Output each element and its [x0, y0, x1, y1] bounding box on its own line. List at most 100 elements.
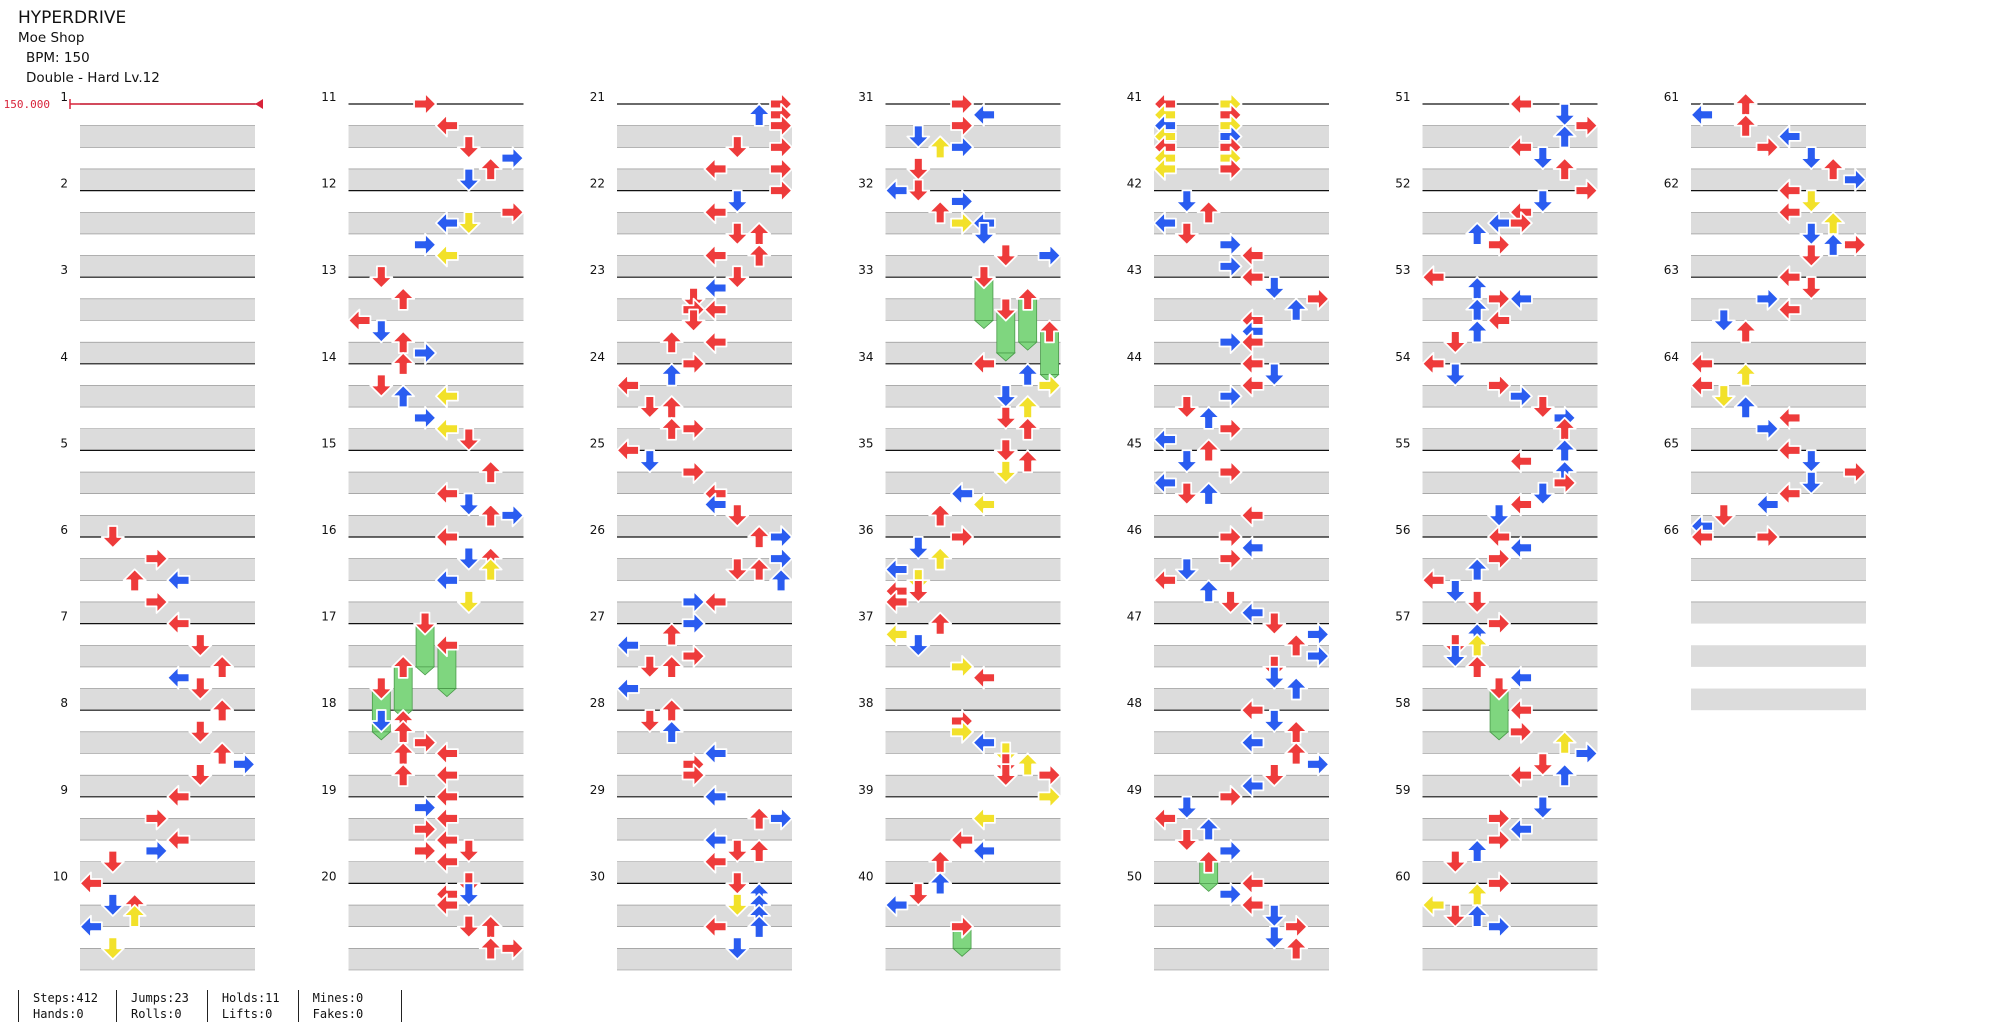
measure-number: 16: [321, 523, 336, 537]
beat-shade: [885, 905, 1061, 927]
beat-shade: [617, 125, 792, 148]
note-left-arrow-red: [1777, 438, 1802, 463]
note-left-arrow-blue: [703, 276, 728, 300]
beat-shade: [80, 298, 255, 321]
note-down-arrow-red: [456, 135, 481, 160]
beat-shade: [80, 905, 255, 927]
right-arrow-icon: [1218, 460, 1243, 484]
left-arrow-icon: [950, 481, 974, 506]
note-down-arrow-blue: [369, 319, 394, 344]
note-right-arrow-red: [1218, 460, 1243, 484]
note-down-arrow-blue: [725, 936, 750, 961]
note-up-arrow-blue: [1196, 406, 1221, 430]
note-right-arrow-red: [1487, 871, 1511, 896]
measure-number: 9: [60, 783, 68, 797]
up-arrow-icon: [478, 157, 503, 181]
right-arrow-icon: [1487, 546, 1511, 571]
measure-number: 50: [1127, 869, 1142, 883]
note-left-arrow-red: [1777, 297, 1802, 322]
right-arrow-icon: [769, 178, 793, 203]
measure-17: 17: [321, 610, 524, 711]
bpm-marker-value: 150.000: [4, 98, 50, 111]
left-arrow-icon: [435, 893, 459, 917]
note-left-arrow-blue: [703, 784, 728, 809]
note-left-arrow-red: [79, 871, 103, 896]
note-down-arrow-blue: [1711, 308, 1736, 333]
note-up-arrow-blue: [1821, 232, 1846, 257]
left-arrow-icon: [703, 157, 728, 181]
note-right-arrow-red: [1218, 784, 1243, 809]
note-up-arrow-red: [391, 351, 416, 376]
down-arrow-icon: [1174, 481, 1199, 506]
down-arrow-icon: [456, 427, 481, 452]
note-down-arrow-blue: [1262, 362, 1287, 387]
left-arrow-icon: [703, 784, 728, 809]
up-arrow-icon: [928, 546, 953, 571]
note-down-arrow-red: [369, 373, 394, 398]
beat-shade: [1154, 168, 1329, 191]
left-arrow-icon: [950, 828, 974, 852]
right-arrow-icon: [1843, 232, 1867, 257]
beat-shade: [348, 558, 524, 581]
up-arrow-icon: [210, 698, 235, 723]
measure-22: 22: [590, 177, 792, 278]
left-arrow-icon: [1777, 200, 1802, 225]
beat-shade: [617, 472, 792, 494]
down-arrow-icon: [725, 189, 750, 214]
note-left-arrow-red: [435, 113, 459, 138]
note-right-arrow-blue: [413, 406, 437, 430]
measure-number: 20: [321, 869, 336, 883]
right-arrow-icon: [1574, 741, 1599, 766]
left-arrow-icon: [1153, 211, 1177, 235]
up-arrow-icon: [1037, 319, 1062, 344]
measure-35: 35: [858, 436, 1061, 537]
note-left-arrow-blue: [1240, 730, 1265, 755]
left-arrow-icon: [1240, 373, 1265, 398]
note-down-arrow-red: [725, 557, 750, 582]
left-arrow-icon: [884, 622, 909, 647]
note-down-arrow-yellow: [1799, 189, 1824, 214]
measure-7: 7: [60, 610, 255, 711]
note-up-arrow-red: [1015, 416, 1040, 441]
right-arrow-icon: [1552, 470, 1577, 495]
note-up-arrow-blue: [659, 719, 684, 744]
note-left-arrow-red: [435, 481, 459, 506]
note-right-arrow-blue: [1574, 741, 1599, 766]
beat-shade: [1422, 255, 1598, 278]
right-arrow-icon: [144, 839, 169, 863]
measure-number: 29: [590, 783, 605, 797]
beat-shade: [885, 342, 1061, 364]
measure-10: 10: [53, 869, 255, 971]
hold-tail: [995, 352, 1016, 362]
left-arrow-icon: [435, 525, 459, 549]
measure-9: 9: [60, 783, 255, 884]
note-up-arrow-yellow: [928, 546, 953, 571]
beat-shade: [80, 645, 255, 667]
down-arrow-icon: [1552, 102, 1577, 127]
note-up-arrow-red: [1465, 655, 1490, 679]
measure-number: 48: [1127, 696, 1142, 710]
measure-number: 65: [1664, 436, 1679, 450]
left-arrow-icon: [1240, 265, 1265, 290]
up-arrow-icon: [391, 286, 416, 311]
beat-shade: [1691, 385, 1866, 408]
down-arrow-icon: [1530, 395, 1555, 419]
beat-shade: [617, 168, 792, 191]
note-right-arrow-red: [681, 416, 706, 441]
measure-number: 12: [321, 177, 336, 191]
measure-number: 45: [1127, 436, 1142, 450]
note-right-arrow-red: [1218, 546, 1243, 571]
stat-group-mines: Mines:0 Fakes:0: [297, 990, 403, 1022]
note-up-arrow-red: [1552, 157, 1577, 181]
note-down-arrow-blue: [1443, 644, 1468, 668]
song-artist: Moe Shop: [18, 30, 85, 46]
beat-shade: [80, 472, 255, 494]
note-left-arrow-blue: [1509, 535, 1533, 560]
measure-number: 34: [858, 350, 873, 364]
note-left-arrow-red: [1421, 568, 1446, 593]
note-up-arrow-red: [478, 157, 503, 181]
measure-60: 60: [1395, 869, 1598, 971]
down-arrow-icon: [1262, 763, 1287, 788]
left-arrow-icon: [616, 373, 640, 398]
down-arrow-icon: [1174, 222, 1199, 246]
